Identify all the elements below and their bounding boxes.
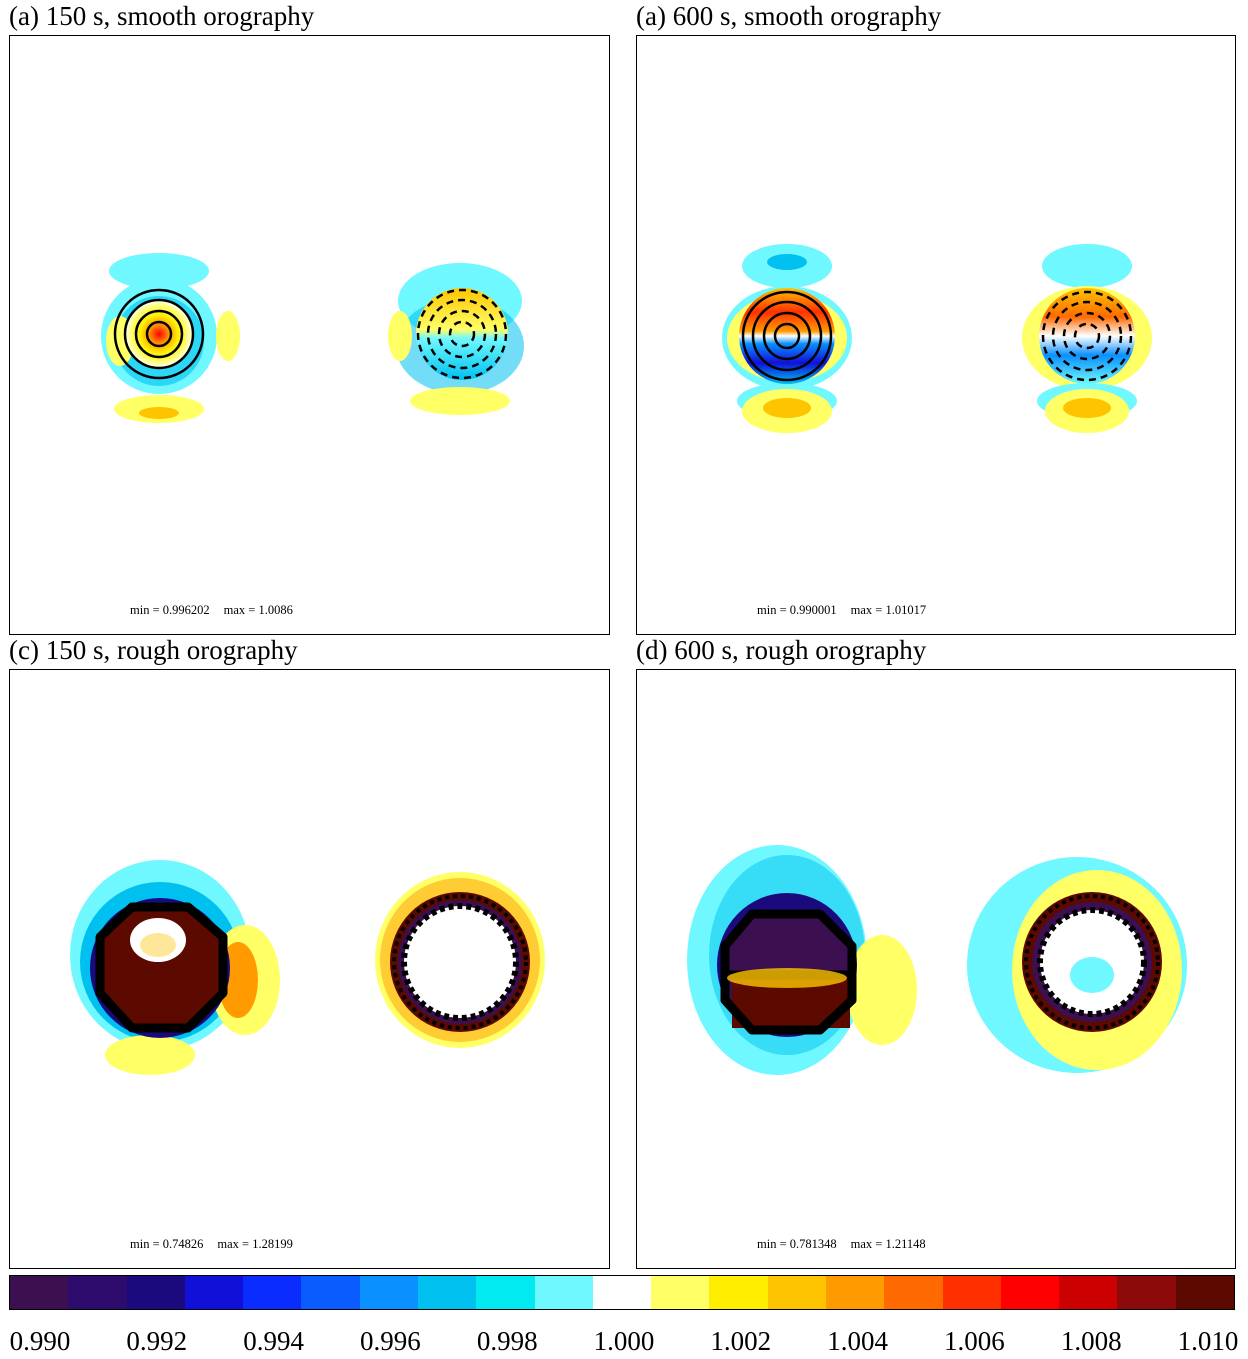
panel-b-min: min = 0.990001	[757, 603, 837, 617]
panel-d-min: min = 0.781348	[757, 1237, 837, 1251]
colorbar-cell	[651, 1276, 709, 1309]
colorbar-cell	[768, 1276, 826, 1309]
colorbar-cell	[185, 1276, 243, 1309]
colorbar-cell	[301, 1276, 359, 1309]
panel-b-field	[637, 36, 1237, 636]
colorbar-tick-label: 1.004	[827, 1326, 888, 1357]
colorbar-cell	[68, 1276, 126, 1309]
panel-a-min: min = 0.996202	[130, 603, 210, 617]
panel-c-stats: min = 0.74826 max = 1.28199	[130, 1237, 307, 1252]
colorbar-cell	[535, 1276, 593, 1309]
colorbar-cell	[127, 1276, 185, 1309]
panel-c-min: min = 0.74826	[130, 1237, 203, 1251]
panel-b-plot: min = 0.990001 max = 1.01017	[636, 35, 1236, 635]
panel-a-title: (a) 150 s, smooth orography	[9, 3, 314, 30]
panel-c-plot: min = 0.74826 max = 1.28199	[9, 669, 610, 1269]
colorbar-cell	[243, 1276, 301, 1309]
colorbar-cell	[418, 1276, 476, 1309]
colorbar-tick-label: 0.990	[10, 1326, 71, 1357]
panel-c-title: (c) 150 s, rough orography	[9, 637, 298, 664]
colorbar-cell	[1001, 1276, 1059, 1309]
panel-a-max: max = 1.0086	[224, 603, 293, 617]
colorbar-cell	[943, 1276, 1001, 1309]
colorbar-tick-label: 0.994	[243, 1326, 304, 1357]
panel-d-field	[637, 670, 1237, 1270]
colorbar-tick-label: 1.006	[944, 1326, 1005, 1357]
colorbar-cell	[1117, 1276, 1175, 1309]
panel-b-stats: min = 0.990001 max = 1.01017	[757, 603, 940, 618]
colorbar-cell	[884, 1276, 942, 1309]
colorbar-tick-label: 0.998	[477, 1326, 538, 1357]
colorbar-cell	[593, 1276, 651, 1309]
panel-a-field	[10, 36, 611, 636]
panel-b-title: (a) 600 s, smooth orography	[636, 3, 941, 30]
colorbar-cell	[476, 1276, 534, 1309]
colorbar-cell	[10, 1276, 68, 1309]
colorbar-tick-label: 1.010	[1178, 1326, 1239, 1357]
colorbar-tick-label: 1.008	[1061, 1326, 1122, 1357]
colorbar-tick-label: 1.002	[710, 1326, 771, 1357]
panel-b-max: max = 1.01017	[851, 603, 926, 617]
panel-d-max: max = 1.21148	[851, 1237, 926, 1251]
panel-c-max: max = 1.28199	[217, 1237, 292, 1251]
panel-d-title: (d) 600 s, rough orography	[636, 637, 926, 664]
panel-d-plot: min = 0.781348 max = 1.21148	[636, 669, 1236, 1269]
colorbar-cell	[826, 1276, 884, 1309]
colorbar-cell	[709, 1276, 767, 1309]
colorbar-cell	[360, 1276, 418, 1309]
colorbar-tick-label: 0.996	[360, 1326, 421, 1357]
colorbar	[9, 1275, 1235, 1310]
panel-a-plot: min = 0.996202 max = 1.0086	[9, 35, 610, 635]
colorbar-tick-label: 0.992	[126, 1326, 187, 1357]
colorbar-tick-label: 1.000	[594, 1326, 655, 1357]
panel-c-field	[10, 670, 611, 1270]
panel-d-stats: min = 0.781348 max = 1.21148	[757, 1237, 940, 1252]
colorbar-cell	[1176, 1276, 1234, 1309]
panel-a-stats: min = 0.996202 max = 1.0086	[130, 603, 307, 618]
colorbar-cell	[1059, 1276, 1117, 1309]
